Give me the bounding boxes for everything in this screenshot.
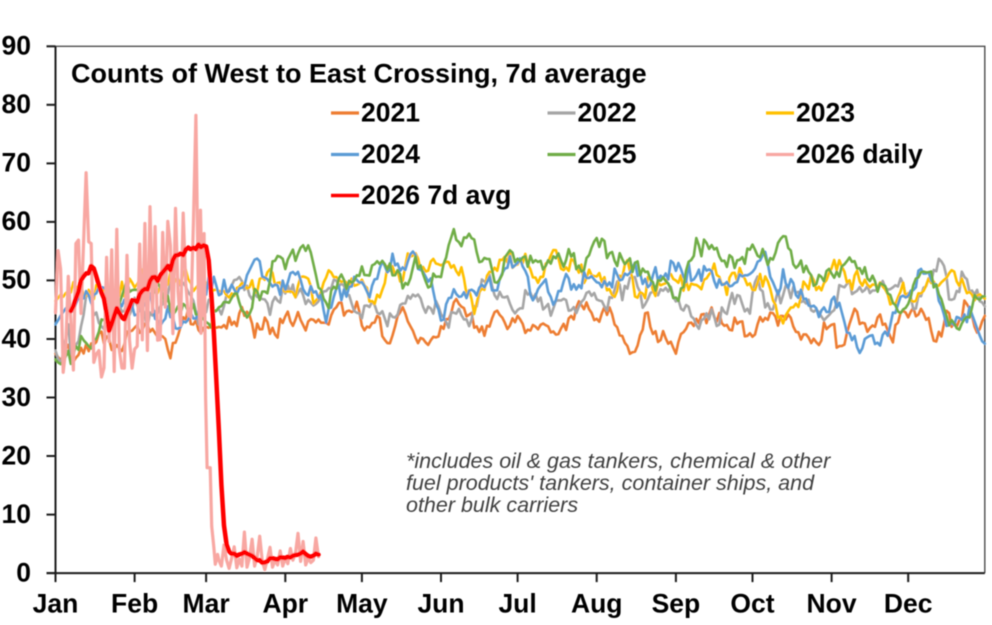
svg-text:60: 60	[2, 206, 31, 236]
svg-text:Jul: Jul	[498, 589, 536, 619]
svg-text:Nov: Nov	[807, 589, 857, 619]
svg-text:2024: 2024	[361, 139, 420, 169]
svg-text:Oct: Oct	[730, 589, 774, 619]
svg-text:Sep: Sep	[652, 589, 701, 619]
svg-text:2022: 2022	[578, 98, 637, 128]
svg-text:Jan: Jan	[33, 589, 79, 619]
svg-text:Jun: Jun	[417, 589, 464, 619]
svg-text:10: 10	[2, 499, 31, 529]
svg-text:90: 90	[2, 31, 31, 61]
svg-text:30: 30	[2, 382, 31, 412]
svg-text:2025: 2025	[578, 139, 637, 169]
svg-text:other bulk carriers: other bulk carriers	[406, 493, 578, 517]
svg-text:20: 20	[2, 440, 31, 470]
svg-text:fuel products' tankers, contai: fuel products' tankers, container ships,…	[406, 471, 815, 495]
svg-text:Mar: Mar	[183, 589, 230, 619]
svg-text:Dec: Dec	[884, 589, 933, 619]
svg-text:0: 0	[16, 557, 31, 587]
svg-text:2026 daily: 2026 daily	[796, 139, 923, 169]
svg-text:50: 50	[2, 265, 31, 295]
svg-text:Apr: Apr	[262, 589, 308, 619]
svg-text:80: 80	[2, 89, 31, 119]
svg-text:Aug: Aug	[571, 589, 623, 619]
svg-text:May: May	[336, 589, 388, 619]
svg-text:2023: 2023	[796, 98, 855, 128]
svg-text:Counts of West to East Crossin: Counts of West to East Crossing, 7d aver…	[71, 59, 647, 89]
svg-text:*includes oil & gas tankers, c: *includes oil & gas tankers, chemical & …	[406, 449, 831, 473]
svg-text:2026 7d avg: 2026 7d avg	[361, 180, 511, 210]
svg-text:Feb: Feb	[111, 589, 158, 619]
svg-text:70: 70	[2, 148, 31, 178]
svg-text:40: 40	[2, 323, 31, 353]
svg-text:2021: 2021	[361, 98, 420, 128]
